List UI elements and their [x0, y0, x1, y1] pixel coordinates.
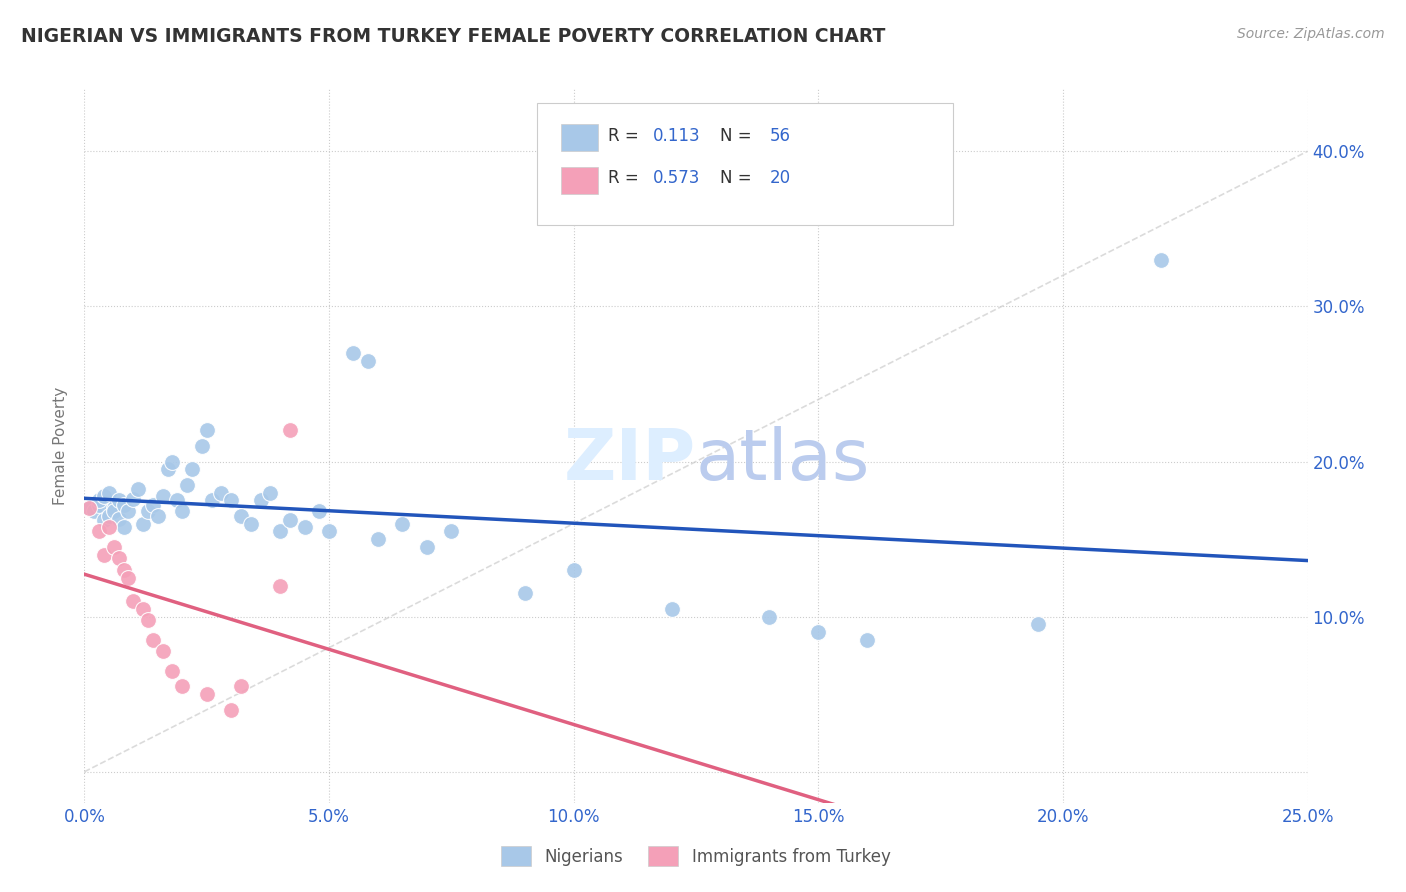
Point	[117, 571, 139, 585]
Point	[132, 602, 155, 616]
Point	[103, 501, 125, 516]
Point	[107, 550, 129, 565]
Point	[122, 594, 145, 608]
Point	[107, 512, 129, 526]
Point	[112, 563, 135, 577]
Point	[195, 424, 218, 438]
Legend: Nigerians, Immigrants from Turkey: Nigerians, Immigrants from Turkey	[495, 839, 897, 873]
Point	[391, 516, 413, 531]
Point	[112, 519, 135, 533]
Y-axis label: Female Poverty: Female Poverty	[53, 387, 69, 505]
Point	[357, 353, 380, 368]
Point	[152, 644, 174, 658]
Point	[117, 504, 139, 518]
Point	[278, 424, 301, 438]
Point	[156, 462, 179, 476]
Point	[127, 483, 149, 497]
Point	[97, 508, 120, 523]
Point	[166, 493, 188, 508]
Point	[152, 489, 174, 503]
Text: 0.113: 0.113	[654, 127, 700, 145]
Point	[122, 491, 145, 506]
Point	[83, 504, 105, 518]
Point	[513, 586, 536, 600]
Point	[200, 493, 222, 508]
Point	[269, 524, 291, 539]
Point	[176, 477, 198, 491]
Point	[661, 602, 683, 616]
Text: 0.573: 0.573	[654, 169, 700, 187]
Point	[77, 501, 100, 516]
Point	[97, 519, 120, 533]
Point	[249, 493, 271, 508]
Point	[367, 532, 389, 546]
Point	[142, 498, 165, 512]
Point	[294, 519, 316, 533]
Point	[269, 579, 291, 593]
Point	[1028, 617, 1050, 632]
Point	[132, 516, 155, 531]
Point	[93, 489, 115, 503]
Point	[1150, 252, 1173, 267]
Point	[239, 516, 262, 531]
Point	[209, 485, 232, 500]
Point	[146, 508, 169, 523]
Point	[87, 524, 110, 539]
Point	[103, 504, 125, 518]
Point	[308, 504, 330, 518]
Point	[229, 680, 252, 694]
Point	[278, 513, 301, 527]
Point	[142, 632, 165, 647]
Point	[97, 485, 120, 500]
Point	[87, 493, 110, 508]
Point	[136, 504, 159, 518]
Point	[259, 485, 281, 500]
Point	[219, 703, 242, 717]
Point	[191, 439, 214, 453]
Point	[318, 524, 340, 539]
Point	[162, 664, 184, 678]
Text: R =: R =	[607, 127, 644, 145]
Point	[136, 613, 159, 627]
Text: atlas: atlas	[696, 425, 870, 495]
Point	[219, 493, 242, 508]
Text: 56: 56	[769, 127, 790, 145]
FancyBboxPatch shape	[561, 124, 598, 152]
Text: NIGERIAN VS IMMIGRANTS FROM TURKEY FEMALE POVERTY CORRELATION CHART: NIGERIAN VS IMMIGRANTS FROM TURKEY FEMAL…	[21, 27, 886, 45]
Text: R =: R =	[607, 169, 644, 187]
Point	[181, 462, 204, 476]
Point	[807, 625, 830, 640]
FancyBboxPatch shape	[561, 167, 598, 194]
Point	[112, 498, 135, 512]
Point	[87, 498, 110, 512]
Text: 20: 20	[769, 169, 790, 187]
Point	[758, 609, 780, 624]
Point	[229, 508, 252, 523]
Point	[172, 680, 194, 694]
Point	[172, 504, 194, 518]
Point	[195, 687, 218, 701]
Point	[93, 548, 115, 562]
Point	[107, 493, 129, 508]
Text: N =: N =	[720, 169, 758, 187]
Point	[77, 501, 100, 516]
Point	[562, 563, 585, 577]
Point	[856, 632, 879, 647]
Point	[440, 524, 463, 539]
Text: N =: N =	[720, 127, 758, 145]
Point	[103, 540, 125, 554]
Text: ZIP: ZIP	[564, 425, 696, 495]
Point	[342, 346, 364, 360]
Point	[93, 513, 115, 527]
FancyBboxPatch shape	[537, 103, 953, 225]
Text: Source: ZipAtlas.com: Source: ZipAtlas.com	[1237, 27, 1385, 41]
Point	[162, 454, 184, 468]
Point	[416, 540, 439, 554]
